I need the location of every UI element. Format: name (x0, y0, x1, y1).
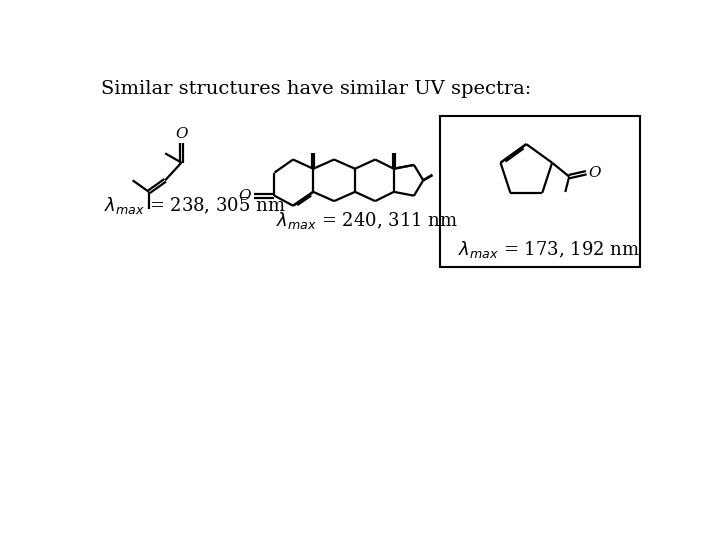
Text: $\lambda_{max}$ = 240, 311 nm: $\lambda_{max}$ = 240, 311 nm (276, 210, 458, 231)
Text: O: O (238, 188, 251, 202)
Text: O: O (175, 127, 188, 141)
Text: $\lambda_{max}$ = 238, 305 nm: $\lambda_{max}$ = 238, 305 nm (104, 195, 286, 216)
Text: Similar structures have similar UV spectra:: Similar structures have similar UV spect… (101, 80, 531, 98)
Text: $\lambda_{max}$ = 173, 192 nm: $\lambda_{max}$ = 173, 192 nm (458, 239, 640, 260)
Bar (439, 116, 640, 267)
Text: O: O (588, 166, 601, 180)
